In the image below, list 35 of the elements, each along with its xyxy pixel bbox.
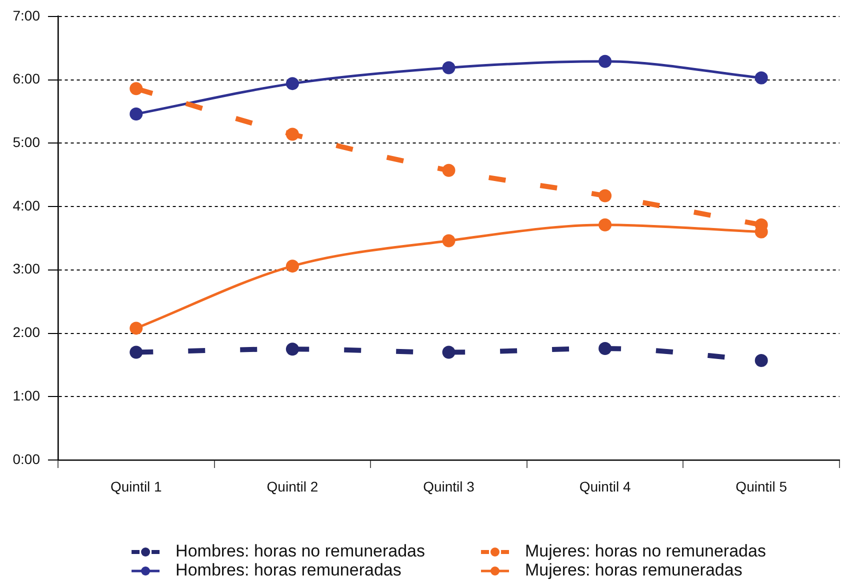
x-tick-label: Quintil 1 <box>110 478 162 494</box>
legend-label: Mujeres: horas remuneradas <box>525 560 742 580</box>
y-tick-label: 7:00 <box>12 7 40 24</box>
y-tick-label: 4:00 <box>12 197 40 214</box>
y-tick-label: 6:00 <box>12 70 40 87</box>
y-tick-label: 3:00 <box>12 260 40 277</box>
x-tick-label: Quintil 5 <box>736 478 788 494</box>
y-tick-label: 5:00 <box>12 134 40 150</box>
point <box>130 107 143 120</box>
point <box>598 189 612 202</box>
point <box>130 322 143 335</box>
point <box>130 82 143 96</box>
point <box>598 218 612 232</box>
x-tick-label: Quintil 4 <box>579 478 631 494</box>
x-tick-label: Quintil 3 <box>423 478 475 494</box>
point <box>598 54 612 68</box>
point <box>286 128 299 141</box>
point <box>754 354 768 368</box>
point <box>754 71 768 84</box>
y-tick-label: 2:00 <box>12 324 40 340</box>
y-tick-label: 1:00 <box>12 387 40 404</box>
point <box>442 346 456 359</box>
point <box>442 61 456 74</box>
point <box>442 164 456 177</box>
point <box>286 342 299 356</box>
point <box>286 77 299 90</box>
x-tick-label: Quintil 2 <box>266 478 318 494</box>
legend-label: Hombres: horas no remuneradas <box>176 542 426 561</box>
point <box>598 342 612 355</box>
point <box>286 260 299 273</box>
legend-label: Hombres: horas remuneradas <box>176 560 402 580</box>
legend-label: Mujeres: horas no remuneradas <box>525 542 766 561</box>
point <box>442 234 456 248</box>
y-tick-label: 0:00 <box>12 450 40 467</box>
point <box>130 346 143 359</box>
